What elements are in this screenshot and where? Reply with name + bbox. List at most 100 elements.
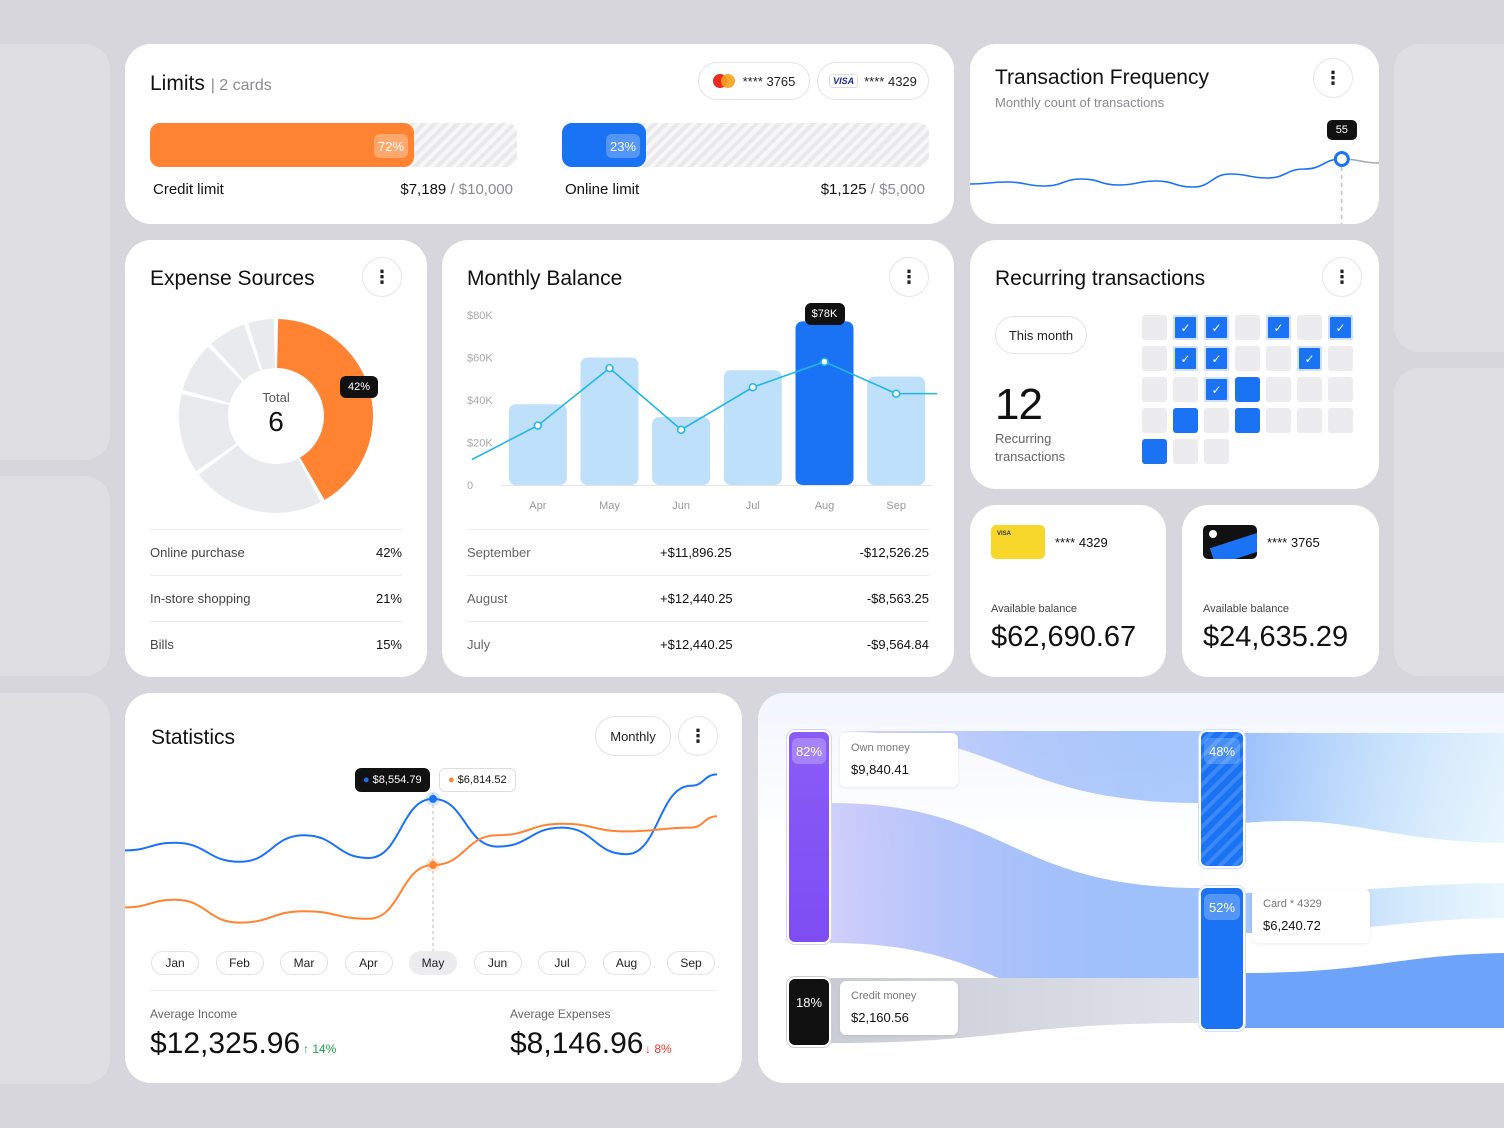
month-pill-sep[interactable]: Sep <box>667 951 715 975</box>
recurring-count-label: Recurring transactions <box>995 431 1066 464</box>
bar-may <box>580 357 639 485</box>
own-money-node[interactable]: 82% <box>787 730 831 944</box>
recurring-cell-empty[interactable] <box>1235 315 1260 340</box>
expense-title: Expense Sources <box>150 267 315 290</box>
trend-point <box>533 421 543 430</box>
statistics-period-select[interactable]: Monthly <box>595 716 671 756</box>
avg-income-label: Average Income <box>150 1007 238 1021</box>
donut-total-value: 6 <box>268 406 284 437</box>
credit-money-percent: 18% <box>795 994 823 1010</box>
expense-row-value: 21% <box>375 591 402 606</box>
card-number: **** 4329 <box>1055 535 1108 550</box>
frequency-menu-button[interactable]: ⋮ <box>1313 58 1353 98</box>
recurring-cell-checked[interactable]: ✓ <box>1204 346 1229 371</box>
recurring-cell-empty[interactable] <box>1142 377 1167 402</box>
recurring-cell-checked[interactable]: ✓ <box>1297 346 1322 371</box>
trend-point <box>676 425 686 435</box>
card-chip-4329[interactable]: VISA **** 4329 <box>817 62 929 100</box>
balance-row-month: August <box>467 591 508 606</box>
ghost-panel-right-top <box>1394 44 1504 352</box>
month-pill-apr[interactable]: Apr <box>344 951 393 975</box>
own-money-label: Own money <box>851 742 910 754</box>
recurring-cell-empty[interactable] <box>1297 408 1322 433</box>
recurring-count: 12 <box>995 380 1043 429</box>
divider <box>150 529 402 530</box>
card-balance-value: $24,635.29 <box>1203 621 1349 653</box>
month-pill-mar[interactable]: Mar <box>280 951 328 975</box>
recurring-cell-empty[interactable] <box>1142 315 1167 340</box>
month-pill-feb[interactable]: Feb <box>215 951 264 975</box>
statistics-menu-button[interactable]: ⋮ <box>678 716 718 756</box>
card-4329-balance[interactable]: VISA **** 4329 Available balance $62,690… <box>970 505 1166 677</box>
recurring-cell-empty[interactable] <box>1173 439 1198 464</box>
x-tick-label: Jun <box>672 500 690 512</box>
y-tick-label: $80K <box>467 310 493 322</box>
card-3765-balance[interactable]: **** 3765 Available balance $24,635.29 <box>1182 505 1379 677</box>
recurring-cell-filled[interactable] <box>1235 408 1260 433</box>
trend-point <box>605 363 614 373</box>
credit-money-label-box: Credit money $2,160.56 <box>840 981 958 1035</box>
target-a-node[interactable]: 48% <box>1199 730 1245 868</box>
y-tick-label: $60K <box>467 353 493 365</box>
statistics-card: Statistics Monthly ⋮ ● $8,554.79 ● $6,814.… <box>125 693 742 1083</box>
recurring-cell-checked[interactable]: ✓ <box>1204 315 1229 340</box>
recurring-cell-filled[interactable] <box>1173 408 1198 433</box>
recurring-cell-empty[interactable] <box>1235 346 1260 371</box>
expense-row-name: In-store shopping <box>150 591 251 606</box>
recurring-cell-empty[interactable] <box>1204 408 1229 433</box>
expense-sources-card: Expense Sources ⋮ Total 6 42% Online pur… <box>125 240 427 677</box>
highlight-point <box>429 861 437 870</box>
divider <box>467 621 929 622</box>
month-pill-jun[interactable]: Jun <box>473 951 522 975</box>
recurring-cell-empty[interactable] <box>1204 439 1229 464</box>
online-limit-percent: 23% <box>606 134 640 158</box>
recurring-cell-empty[interactable] <box>1173 377 1198 402</box>
recurring-cell-empty[interactable] <box>1266 408 1291 433</box>
recurring-cell-checked[interactable]: ✓ <box>1173 315 1198 340</box>
month-pill-jul[interactable]: Jul <box>538 951 586 975</box>
divider <box>150 990 717 991</box>
frequency-title: Transaction Frequency <box>995 66 1209 89</box>
card-chip-3765[interactable]: **** 3765 <box>698 62 810 100</box>
expense-menu-button[interactable]: ⋮ <box>362 257 402 297</box>
recurring-cell-empty[interactable] <box>1297 315 1322 340</box>
x-tick-label: Jul <box>746 500 760 512</box>
credit-limit-label: Credit limit <box>153 181 224 198</box>
recurring-cell-checked[interactable]: ✓ <box>1204 377 1229 402</box>
frequency-point <box>1333 151 1350 167</box>
recurring-cell-checked[interactable]: ✓ <box>1328 315 1353 340</box>
highlight-point <box>429 794 437 803</box>
recurring-cell-filled[interactable] <box>1235 377 1260 402</box>
recurring-cell-empty[interactable] <box>1266 346 1291 371</box>
own-money-percent: 82% <box>792 738 826 764</box>
credit-money-node[interactable]: 18% <box>787 977 831 1047</box>
month-pill-aug[interactable]: Aug <box>602 951 651 975</box>
recurring-cell-checked[interactable]: ✓ <box>1173 346 1198 371</box>
month-pill-jan[interactable]: Jan <box>151 951 199 975</box>
recurring-cell-empty[interactable] <box>1328 408 1353 433</box>
target-b-value: $6,240.72 <box>1263 918 1321 933</box>
recurring-cell-empty[interactable] <box>1142 346 1167 371</box>
avg-expense-change: ↓ 8% <box>645 1042 672 1056</box>
bar-sep <box>867 376 926 485</box>
recurring-period-filter[interactable]: This month <box>995 316 1087 354</box>
frequency-subtitle: Monthly count of transactions <box>995 95 1165 110</box>
recurring-cell-empty[interactable] <box>1328 377 1353 402</box>
card-balance-value: $62,690.67 <box>991 621 1137 653</box>
transaction-frequency-card: Transaction Frequency Monthly count of t… <box>970 44 1379 224</box>
target-b-node[interactable]: 52% <box>1199 886 1245 1031</box>
recurring-cell-empty[interactable] <box>1328 346 1353 371</box>
balance-menu-button[interactable]: ⋮ <box>889 257 929 297</box>
balance-row-expense: -$9,564.84 <box>866 637 929 652</box>
recurring-cell-empty[interactable] <box>1297 377 1322 402</box>
statistics-income-tooltip: ● $8,554.79 <box>355 768 430 792</box>
flow-b-out <box>1244 953 1504 1028</box>
recurring-cell-empty[interactable] <box>1142 408 1167 433</box>
recurring-menu-button[interactable]: ⋮ <box>1322 257 1362 297</box>
y-tick-label: $40K <box>467 395 493 407</box>
frequency-line <box>970 158 1342 188</box>
recurring-cell-checked[interactable]: ✓ <box>1266 315 1291 340</box>
recurring-cell-empty[interactable] <box>1266 377 1291 402</box>
recurring-cell-filled[interactable] <box>1142 439 1167 464</box>
month-pill-may[interactable]: May <box>409 951 457 975</box>
